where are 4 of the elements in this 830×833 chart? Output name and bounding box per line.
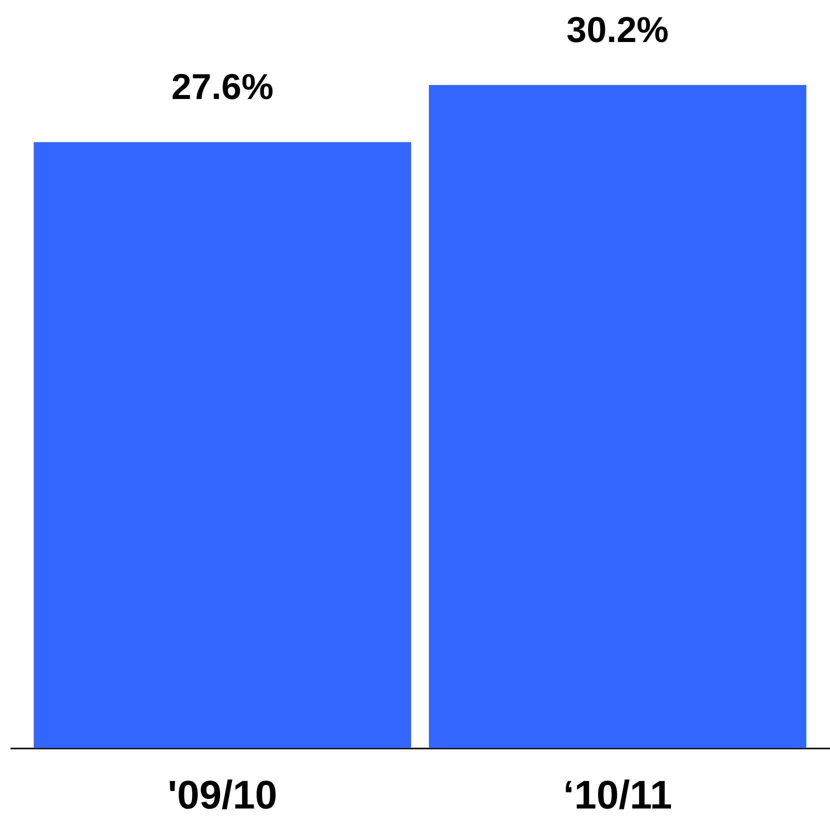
data-label: 27.6%: [171, 66, 274, 108]
x-tick-label: '09/10: [168, 774, 278, 818]
x-tick-label: ‘10/11: [563, 774, 672, 818]
data-label: 30.2%: [566, 9, 669, 50]
